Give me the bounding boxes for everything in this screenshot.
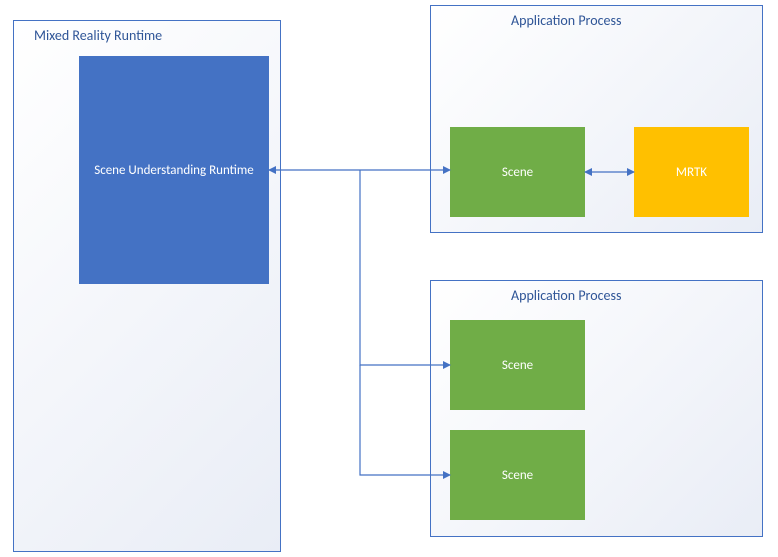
mrtk-node-label: MRTK (676, 165, 707, 180)
scene-node-2: Scene (450, 320, 585, 410)
application-process-2-title: Application Process (511, 287, 621, 304)
scene-understanding-runtime-node: Scene Understanding Runtime (79, 56, 269, 284)
scene-understanding-runtime-label: Scene Understanding Runtime (94, 163, 254, 178)
scene-node-3-label: Scene (502, 468, 533, 483)
scene-node-3: Scene (450, 430, 585, 520)
scene-node-2-label: Scene (502, 358, 533, 373)
scene-node-1: Scene (450, 127, 585, 217)
scene-node-1-label: Scene (502, 165, 533, 180)
application-process-1-title: Application Process (511, 12, 621, 29)
mixed-reality-runtime-title: Mixed Reality Runtime (34, 27, 162, 44)
mrtk-node: MRTK (634, 127, 749, 217)
